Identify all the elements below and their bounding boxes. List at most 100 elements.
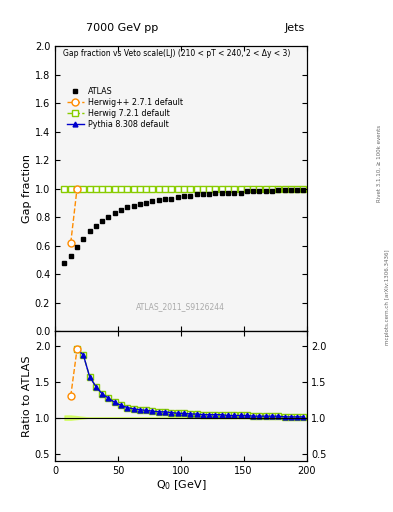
Pythia 8.308 default [232, 185, 237, 191]
Herwig 7.2.1 default [68, 185, 73, 191]
ATLAS [213, 190, 218, 196]
Pythia 8.308 default [244, 185, 249, 191]
ATLAS [194, 191, 199, 198]
Pythia 8.308 default [131, 185, 136, 191]
ATLAS [226, 190, 230, 196]
Herwig 7.2.1 default [75, 185, 79, 191]
ATLAS [131, 203, 136, 209]
Y-axis label: Gap fraction: Gap fraction [22, 154, 32, 223]
Herwig 7.2.1 default [200, 185, 205, 191]
ATLAS [119, 207, 123, 213]
ATLAS [276, 187, 281, 193]
Herwig 7.2.1 default [188, 185, 193, 191]
ATLAS [94, 223, 98, 229]
Pythia 8.308 default [138, 185, 142, 191]
Pythia 8.308 default [226, 185, 230, 191]
ATLAS [232, 190, 237, 196]
Herwig 7.2.1 default [219, 185, 224, 191]
Pythia 8.308 default [163, 185, 167, 191]
Pythia 8.308 default [194, 185, 199, 191]
Pythia 8.308 default [100, 185, 105, 191]
ATLAS [106, 214, 111, 220]
ATLAS [182, 193, 186, 199]
ATLAS [68, 252, 73, 259]
ATLAS [62, 260, 67, 266]
ATLAS [163, 196, 167, 202]
ATLAS [301, 187, 306, 193]
Pythia 8.308 default [175, 185, 180, 191]
ATLAS [138, 201, 142, 207]
Pythia 8.308 default [263, 185, 268, 191]
ATLAS [295, 187, 299, 193]
Herwig 7.2.1 default [213, 185, 218, 191]
Herwig++ 2.7.1 default [68, 240, 73, 246]
ATLAS [144, 200, 149, 206]
Herwig 7.2.1 default [288, 185, 293, 191]
Herwig 7.2.1 default [169, 185, 174, 191]
X-axis label: Q$_0$ [GeV]: Q$_0$ [GeV] [156, 478, 206, 492]
Text: mcplots.cern.ch [arXiv:1306.3436]: mcplots.cern.ch [arXiv:1306.3436] [385, 249, 389, 345]
Line: Herwig++ 2.7.1 default: Herwig++ 2.7.1 default [67, 185, 81, 246]
Herwig 7.2.1 default [301, 185, 306, 191]
Herwig 7.2.1 default [106, 185, 111, 191]
Pythia 8.308 default [87, 185, 92, 191]
ATLAS [219, 190, 224, 196]
Pythia 8.308 default [213, 185, 218, 191]
Herwig 7.2.1 default [81, 185, 86, 191]
Herwig 7.2.1 default [112, 185, 117, 191]
ATLAS [75, 244, 79, 250]
Pythia 8.308 default [125, 185, 130, 191]
Herwig 7.2.1 default [87, 185, 92, 191]
Pythia 8.308 default [156, 185, 161, 191]
Pythia 8.308 default [112, 185, 117, 191]
Herwig 7.2.1 default [156, 185, 161, 191]
ATLAS [81, 236, 86, 242]
ATLAS [156, 197, 161, 203]
ATLAS [263, 188, 268, 195]
ATLAS [150, 198, 155, 204]
Pythia 8.308 default [238, 185, 243, 191]
Pythia 8.308 default [169, 185, 174, 191]
Line: Pythia 8.308 default: Pythia 8.308 default [75, 186, 306, 191]
ATLAS [238, 190, 243, 196]
Pythia 8.308 default [150, 185, 155, 191]
ATLAS [207, 191, 211, 198]
Pythia 8.308 default [119, 185, 123, 191]
ATLAS [257, 188, 262, 195]
Herwig 7.2.1 default [276, 185, 281, 191]
Pythia 8.308 default [270, 185, 274, 191]
ATLAS [282, 187, 287, 193]
ATLAS [244, 188, 249, 195]
ATLAS [100, 218, 105, 224]
Pythia 8.308 default [81, 185, 86, 191]
Herwig++ 2.7.1 default [75, 185, 79, 191]
Pythia 8.308 default [75, 185, 79, 191]
ATLAS [270, 188, 274, 195]
Herwig 7.2.1 default [100, 185, 105, 191]
ATLAS [112, 210, 117, 216]
Herwig 7.2.1 default [163, 185, 167, 191]
ATLAS [169, 196, 174, 202]
Pythia 8.308 default [188, 185, 193, 191]
Y-axis label: Ratio to ATLAS: Ratio to ATLAS [22, 355, 32, 437]
Pythia 8.308 default [288, 185, 293, 191]
Pythia 8.308 default [282, 185, 287, 191]
Herwig 7.2.1 default [295, 185, 299, 191]
Legend: ATLAS, Herwig++ 2.7.1 default, Herwig 7.2.1 default, Pythia 8.308 default: ATLAS, Herwig++ 2.7.1 default, Herwig 7.… [66, 87, 182, 129]
Herwig 7.2.1 default [226, 185, 230, 191]
Text: 7000 GeV pp: 7000 GeV pp [86, 23, 158, 33]
Herwig 7.2.1 default [232, 185, 237, 191]
ATLAS [251, 188, 255, 195]
Herwig 7.2.1 default [144, 185, 149, 191]
Pythia 8.308 default [276, 185, 281, 191]
Pythia 8.308 default [257, 185, 262, 191]
Line: ATLAS: ATLAS [62, 187, 306, 265]
Herwig 7.2.1 default [138, 185, 142, 191]
Pythia 8.308 default [94, 185, 98, 191]
Text: Rivet 3.1.10, ≥ 100k events: Rivet 3.1.10, ≥ 100k events [377, 125, 382, 202]
Pythia 8.308 default [301, 185, 306, 191]
Pythia 8.308 default [182, 185, 186, 191]
Pythia 8.308 default [207, 185, 211, 191]
Herwig 7.2.1 default [131, 185, 136, 191]
Herwig 7.2.1 default [119, 185, 123, 191]
